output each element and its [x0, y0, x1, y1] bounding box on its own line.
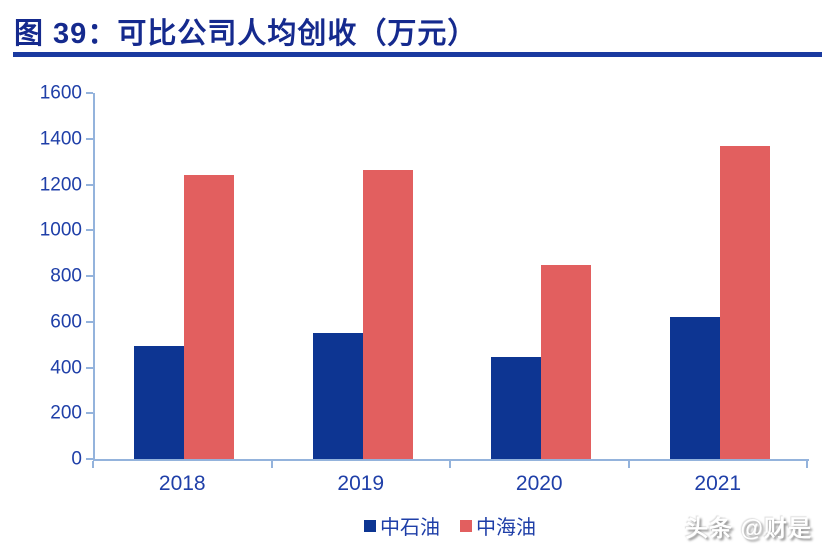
- y-tick-label: 800: [50, 265, 82, 287]
- y-tick-mark: [86, 412, 93, 415]
- x-tick-label-2021: 2021: [694, 472, 742, 495]
- y-tick-label: 1200: [39, 174, 82, 195]
- legend-swatch-icon: [460, 519, 472, 532]
- chart-legend: 中石油 中海油: [93, 511, 807, 540]
- bar-2021-中石油: [669, 317, 720, 459]
- bar-2019-中海油: [362, 169, 413, 459]
- bar-2018-中海油: [184, 175, 235, 459]
- bar-group-2018: [95, 93, 274, 459]
- y-tick-label: 1400: [39, 128, 82, 150]
- legend-swatch-icon: [364, 519, 376, 532]
- x-tick-mark: [270, 461, 273, 468]
- y-tick-mark: [86, 137, 93, 140]
- bar-group-2020: [452, 93, 631, 459]
- legend-item-中海油: 中海油: [460, 511, 536, 540]
- y-tick-mark: [86, 229, 93, 232]
- plot-area: [93, 93, 809, 461]
- y-tick-mark: [86, 275, 93, 277]
- y-tick-label: 400: [50, 357, 82, 378]
- bar-group-2021: [631, 93, 810, 459]
- bar-2020-中海油: [541, 264, 592, 459]
- y-tick-mark: [86, 366, 93, 369]
- legend-label: 中海油: [476, 517, 536, 539]
- y-tick-label: 0: [71, 448, 82, 470]
- x-tick-label-2020: 2020: [515, 472, 563, 495]
- title-underline: [13, 52, 822, 57]
- y-tick-label: 1000: [39, 219, 82, 241]
- bar-2018-中石油: [134, 345, 185, 459]
- x-tick-mark: [92, 461, 94, 468]
- x-axis-labels: 2018 2019 2020 2021: [93, 472, 807, 496]
- x-tick-mark: [449, 461, 451, 468]
- bar-2021-中海油: [719, 145, 770, 459]
- x-tick-label-2019: 2019: [337, 472, 385, 495]
- x-tick-label-2018: 2018: [158, 472, 206, 495]
- y-tick-mark: [86, 92, 93, 94]
- y-tick-mark: [86, 458, 93, 460]
- bar-group-2019: [274, 93, 453, 459]
- y-tick-label: 600: [50, 311, 82, 333]
- x-tick-mark: [627, 461, 630, 468]
- y-tick-mark: [86, 183, 93, 186]
- y-tick-label: 200: [50, 402, 82, 424]
- legend-label: 中石油: [380, 517, 440, 539]
- bar-2019-中石油: [312, 333, 363, 459]
- x-tick-mark: [806, 461, 808, 468]
- watermark: 头条 @财是: [685, 515, 812, 541]
- y-tick-label: 1600: [39, 82, 82, 104]
- bar-2020-中石油: [491, 357, 542, 459]
- legend-item-中石油: 中石油: [364, 511, 440, 540]
- figure-title: 图 39：可比公司人均创收（万元）: [14, 18, 478, 50]
- y-axis-labels: 0 200 400 600 800 1000 1200 1400 1600: [0, 84, 82, 469]
- y-tick-mark: [86, 320, 93, 323]
